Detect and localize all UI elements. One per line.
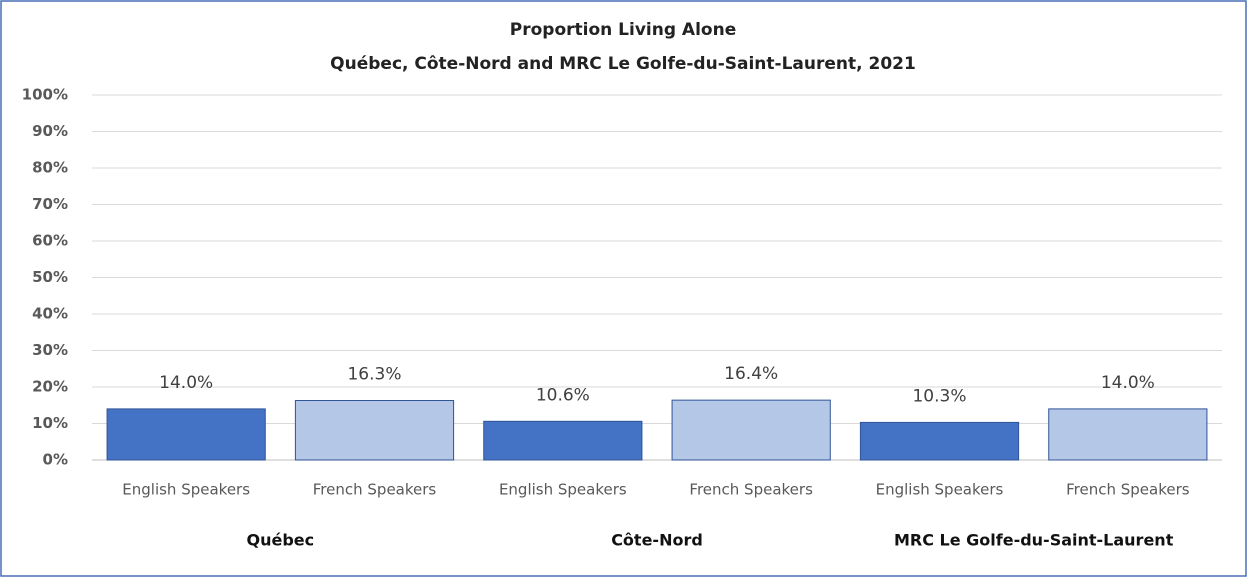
x-tick-label: French Speakers [689, 481, 813, 499]
y-tick-label: 40% [32, 305, 68, 323]
chart-subtitle: Québec, Côte-Nord and MRC Le Golfe-du-Sa… [330, 54, 916, 74]
group-label: Québec [247, 531, 315, 550]
data-label: 16.3% [347, 365, 401, 385]
group-label: MRC Le Golfe-du-Saint-Laurent [894, 531, 1174, 550]
bar [106, 408, 266, 461]
y-tick-label: 50% [32, 268, 68, 286]
data-label: 16.4% [724, 364, 778, 384]
bar [859, 421, 1020, 461]
x-tick-label: French Speakers [313, 481, 437, 499]
y-tick-label: 100% [22, 86, 68, 104]
y-tick-label: 60% [32, 232, 68, 250]
y-tick-label: 70% [32, 195, 68, 213]
data-label: 14.0% [159, 373, 213, 393]
data-label: 14.0% [1101, 373, 1155, 393]
group-label: Côte-Nord [611, 531, 703, 550]
y-tick-label: 20% [32, 378, 68, 396]
bar [671, 399, 831, 461]
x-tick-label: French Speakers [1066, 481, 1190, 499]
x-tick-label: English Speakers [122, 481, 250, 499]
x-tick-label: English Speakers [499, 481, 627, 499]
data-label: 10.6% [536, 385, 590, 405]
y-tick-label: 10% [32, 414, 68, 432]
x-tick-label: English Speakers [876, 481, 1004, 499]
bar [483, 420, 643, 461]
y-tick-label: 30% [32, 341, 68, 359]
chart-title: Proportion Living Alone [510, 20, 736, 40]
bar [294, 400, 455, 461]
bar [1048, 408, 1208, 461]
data-label: 10.3% [912, 386, 966, 406]
y-tick-label: 80% [32, 159, 68, 177]
y-tick-label: 0% [43, 451, 68, 469]
y-tick-label: 90% [32, 122, 68, 140]
